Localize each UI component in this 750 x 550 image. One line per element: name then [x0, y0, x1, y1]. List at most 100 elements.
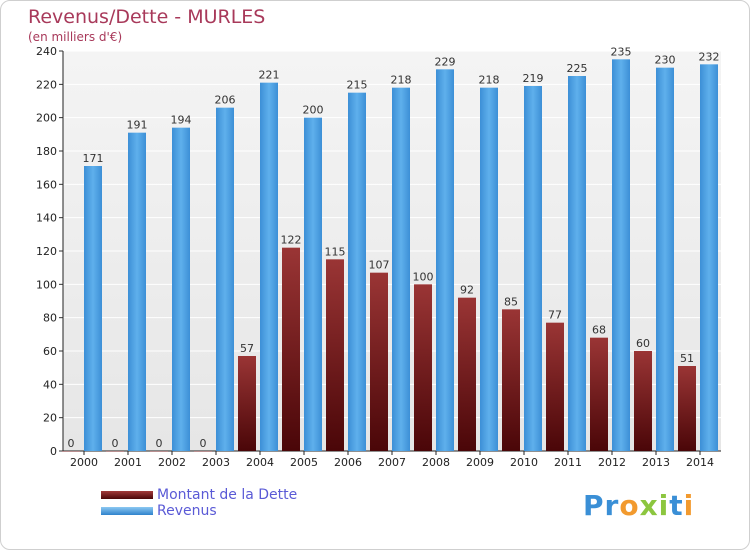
data-label-debt-2013: 60	[636, 337, 650, 350]
bar-revenue-2010	[524, 86, 542, 451]
logo-letter: P	[583, 489, 605, 522]
data-label-revenue-2002: 194	[171, 114, 192, 127]
bar-debt-2000	[62, 451, 80, 452]
x-tick-label-2003: 2003	[202, 456, 230, 469]
y-tick-label: 160	[36, 178, 57, 191]
bar-revenue-2007	[392, 87, 410, 452]
bar-revenue-2001	[128, 132, 146, 451]
x-tick-label-2004: 2004	[246, 456, 274, 469]
data-label-debt-2001: 0	[112, 437, 119, 450]
legend-swatch-debt	[101, 491, 153, 499]
bar-debt-2009	[458, 297, 476, 451]
data-label-debt-2007: 107	[369, 259, 390, 272]
data-label-revenue-2006: 215	[347, 79, 368, 92]
data-label-revenue-2005: 200	[303, 104, 324, 117]
legend-label-debt: Montant de la Dette	[157, 487, 298, 503]
y-tick-label: 100	[36, 278, 57, 291]
data-label-revenue-2013: 230	[655, 54, 676, 67]
x-tick-label-2000: 2000	[70, 456, 98, 469]
logo-letter: r	[604, 489, 620, 522]
data-label-debt-2008: 100	[413, 270, 434, 283]
x-tick-label-2001: 2001	[114, 456, 142, 469]
data-label-debt-2014: 51	[680, 352, 694, 365]
data-label-debt-2003: 0	[200, 437, 207, 450]
bar-debt-2001	[106, 451, 124, 452]
data-label-revenue-2009: 218	[479, 74, 500, 87]
x-tick-label-2008: 2008	[422, 456, 450, 469]
bar-debt-2014	[678, 366, 696, 451]
bar-debt-2003	[194, 451, 212, 452]
bar-revenue-2004	[260, 82, 278, 452]
legend-item-revenue: Revenus	[101, 503, 297, 519]
x-tick-label-2012: 2012	[598, 456, 626, 469]
bar-revenue-2006	[348, 92, 366, 452]
data-label-revenue-2011: 225	[567, 62, 588, 75]
y-tick-label: 140	[36, 212, 57, 225]
y-tick-label: 0	[50, 445, 57, 458]
legend-swatch-revenue	[101, 507, 153, 515]
bar-revenue-2013	[656, 67, 674, 452]
x-tick-label-2006: 2006	[334, 456, 362, 469]
bar-debt-2010	[502, 309, 520, 451]
y-tick-label: 240	[36, 45, 57, 58]
y-tick-label: 60	[43, 345, 57, 358]
legend-item-debt: Montant de la Dette	[101, 487, 297, 503]
bar-debt-2005	[282, 247, 300, 451]
data-label-debt-2004: 57	[240, 342, 254, 355]
logo-letter: i	[683, 489, 695, 522]
x-tick-label-2007: 2007	[378, 456, 406, 469]
y-tick-label: 120	[36, 245, 57, 258]
bar-debt-2011	[546, 322, 564, 451]
legend: Montant de la Dette Revenus	[101, 487, 297, 519]
logo-letter: x	[639, 489, 659, 522]
x-tick-label-2009: 2009	[466, 456, 494, 469]
data-label-debt-2009: 92	[460, 284, 474, 297]
data-label-revenue-2001: 191	[127, 119, 148, 132]
bar-debt-2006	[326, 259, 344, 451]
bar-debt-2007	[370, 272, 388, 451]
data-label-debt-2012: 68	[592, 324, 606, 337]
bar-revenue-2003	[216, 107, 234, 452]
bar-debt-2002	[150, 451, 168, 452]
bar-revenue-2008	[436, 69, 454, 451]
bar-debt-2013	[634, 351, 652, 451]
x-tick-label-2005: 2005	[290, 456, 318, 469]
proxiti-logo: Proxiti	[583, 489, 694, 522]
chart-subtitle: (en milliers d'€)	[28, 30, 123, 44]
data-label-revenue-2007: 218	[391, 74, 412, 87]
y-tick-label: 40	[43, 378, 57, 391]
bar-revenue-2002	[172, 127, 190, 452]
y-tick-label: 20	[43, 412, 57, 425]
x-tick-label-2011: 2011	[554, 456, 582, 469]
data-label-debt-2010: 85	[504, 295, 518, 308]
x-tick-label-2013: 2013	[642, 456, 670, 469]
logo-letter: t	[669, 489, 684, 522]
legend-label-revenue: Revenus	[157, 503, 217, 519]
data-label-revenue-2010: 219	[523, 72, 544, 85]
bar-revenue-2012	[612, 59, 630, 451]
data-label-revenue-2003: 206	[215, 94, 236, 107]
y-tick-label: 80	[43, 312, 57, 325]
data-label-revenue-2014: 232	[699, 50, 720, 63]
data-label-debt-2011: 77	[548, 309, 562, 322]
bar-revenue-2005	[304, 117, 322, 452]
bar-revenue-2014	[700, 64, 718, 452]
data-label-debt-2002: 0	[156, 437, 163, 450]
x-tick-label-2010: 2010	[510, 456, 538, 469]
bar-debt-2004	[238, 356, 256, 451]
bar-debt-2008	[414, 284, 432, 451]
logo-letter: o	[619, 489, 640, 522]
logo-letter: i	[658, 489, 670, 522]
y-tick-label: 220	[36, 78, 57, 91]
x-tick-label-2014: 2014	[686, 456, 714, 469]
bar-revenue-2011	[568, 76, 586, 451]
data-label-debt-2006: 115	[325, 245, 346, 258]
data-label-revenue-2008: 229	[435, 55, 456, 68]
bar-revenue-2009	[480, 87, 498, 452]
x-tick-label-2002: 2002	[158, 456, 186, 469]
data-label-debt-2005: 122	[281, 234, 302, 247]
data-label-revenue-2004: 221	[259, 69, 280, 82]
y-tick-label: 200	[36, 112, 57, 125]
